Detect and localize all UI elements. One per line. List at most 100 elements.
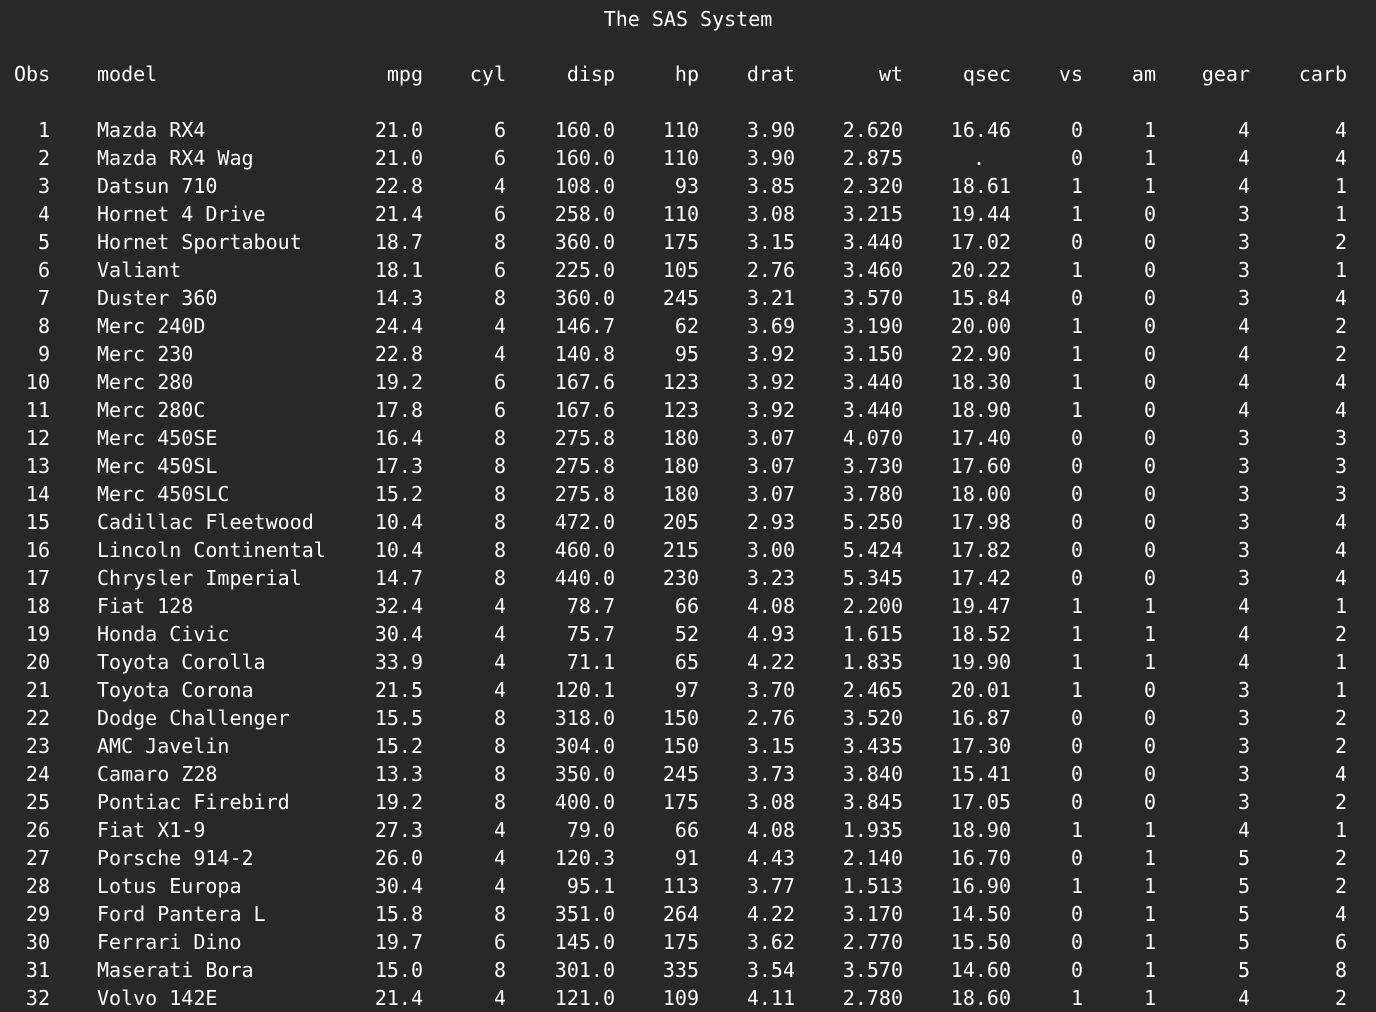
cell-drat: 3.00	[746, 538, 795, 562]
cell-qsec: 19.90	[950, 650, 1011, 674]
cell-drat: 3.23	[746, 566, 795, 590]
cell-qsec: 15.50	[950, 930, 1011, 954]
cell-vs: 0	[1070, 846, 1083, 870]
cell-hp: 175	[662, 790, 699, 814]
cell-cyl: 8	[493, 454, 506, 478]
cell-model: Merc 280	[97, 370, 194, 394]
cell-obs: 5	[37, 230, 50, 254]
cell-cyl: 8	[493, 790, 506, 814]
cell-hp: 95	[674, 342, 699, 366]
cell-qsec: 20.00	[950, 314, 1011, 338]
cell-disp: 472.0	[554, 510, 615, 534]
cell-mpg: 17.3	[374, 454, 423, 478]
cell-wt: 3.840	[842, 762, 903, 786]
cell-mpg: 19.2	[374, 790, 423, 814]
cell-model: Ferrari Dino	[97, 930, 242, 954]
cell-gear: 4	[1237, 370, 1250, 394]
cell-vs: 1	[1070, 678, 1083, 702]
cell-cyl: 4	[493, 650, 506, 674]
cell-obs: 8	[37, 314, 50, 338]
table-row: 26 Fiat X1-9 27.3 4 79.0 66 4.08 1.935 18.90 1 1 4 1	[0, 816, 1376, 844]
column-header-qsec: qsec	[962, 62, 1011, 86]
cell-am: 1	[1143, 986, 1156, 1010]
cell-disp: 145.0	[554, 930, 615, 954]
column-header-disp: disp	[566, 62, 615, 86]
cell-gear: 4	[1237, 650, 1250, 674]
cell-obs: 23	[25, 734, 50, 758]
cell-am: 1	[1143, 958, 1156, 982]
cell-qsec: 16.70	[950, 846, 1011, 870]
cell-cyl: 8	[493, 902, 506, 926]
cell-hp: 110	[662, 146, 699, 170]
cell-carb: 4	[1334, 566, 1347, 590]
cell-drat: 3.15	[746, 734, 795, 758]
cell-vs: 1	[1070, 594, 1083, 618]
table-row: 8 Merc 240D 24.4 4 146.7 62 3.69 3.190 20.00 1 0 4 2	[0, 312, 1376, 340]
cell-disp: 275.8	[554, 426, 615, 450]
cell-wt: 3.570	[842, 958, 903, 982]
cell-disp: 167.6	[554, 398, 615, 422]
cell-carb: 4	[1334, 286, 1347, 310]
cell-am: 0	[1143, 398, 1156, 422]
cell-carb: 3	[1334, 482, 1347, 506]
cell-qsec: 18.61	[950, 174, 1011, 198]
cell-drat: 2.76	[746, 258, 795, 282]
cell-gear: 5	[1237, 846, 1250, 870]
cell-drat: 3.15	[746, 230, 795, 254]
cell-qsec: 22.90	[950, 342, 1011, 366]
cell-cyl: 6	[493, 370, 506, 394]
cell-am: 0	[1143, 510, 1156, 534]
cell-obs: 24	[25, 762, 50, 786]
cell-hp: 245	[662, 286, 699, 310]
cell-am: 0	[1143, 482, 1156, 506]
cell-drat: 3.70	[746, 678, 795, 702]
cell-hp: 113	[662, 874, 699, 898]
cell-cyl: 8	[493, 426, 506, 450]
cell-gear: 5	[1237, 874, 1250, 898]
cell-mpg: 17.8	[374, 398, 423, 422]
cell-vs: 0	[1070, 426, 1083, 450]
table-row: 29 Ford Pantera L 15.8 8 351.0 264 4.22 3.170 14…	[0, 900, 1376, 928]
cell-cyl: 4	[493, 818, 506, 842]
cell-gear: 3	[1237, 706, 1250, 730]
cell-hp: 123	[662, 398, 699, 422]
cell-vs: 0	[1070, 790, 1083, 814]
cell-carb: 2	[1334, 790, 1347, 814]
table-row: 24 Camaro Z28 13.3 8 350.0 245 3.73 3.840 15.41 0…	[0, 760, 1376, 788]
cell-disp: 318.0	[554, 706, 615, 730]
cell-gear: 4	[1237, 398, 1250, 422]
cell-hp: 123	[662, 370, 699, 394]
cell-obs: 2	[37, 146, 50, 170]
cell-qsec: .	[972, 146, 985, 170]
cell-drat: 3.08	[746, 202, 795, 226]
cell-hp: 105	[662, 258, 699, 282]
table-row: 9 Merc 230 22.8 4 140.8 95 3.92 3.150 22.90 1 0 4 2	[0, 340, 1376, 368]
cell-carb: 2	[1334, 846, 1347, 870]
table-row: 10 Merc 280 19.2 6 167.6 123 3.92 3.440 18.30 1 0 4…	[0, 368, 1376, 396]
cell-vs: 0	[1070, 566, 1083, 590]
cell-drat: 2.93	[746, 510, 795, 534]
cell-am: 0	[1143, 258, 1156, 282]
cell-cyl: 4	[493, 986, 506, 1010]
cell-am: 0	[1143, 454, 1156, 478]
cell-mpg: 21.5	[374, 678, 423, 702]
cell-qsec: 17.02	[950, 230, 1011, 254]
cell-carb: 2	[1334, 734, 1347, 758]
cell-qsec: 18.30	[950, 370, 1011, 394]
table-row: 7 Duster 360 14.3 8 360.0 245 3.21 3.570 15.84 0 0…	[0, 284, 1376, 312]
cell-vs: 1	[1070, 314, 1083, 338]
table-row: 1 Mazda RX4 21.0 6 160.0 110 3.90 2.620 16.46 0 1 4…	[0, 116, 1376, 144]
cell-cyl: 4	[493, 314, 506, 338]
cell-carb: 3	[1334, 454, 1347, 478]
cell-wt: 2.620	[842, 118, 903, 142]
cell-carb: 3	[1334, 426, 1347, 450]
cell-wt: 3.845	[842, 790, 903, 814]
cell-hp: 93	[674, 174, 699, 198]
cell-gear: 4	[1237, 622, 1250, 646]
cell-wt: 5.424	[842, 538, 903, 562]
cell-cyl: 4	[493, 342, 506, 366]
cell-disp: 400.0	[554, 790, 615, 814]
cell-obs: 22	[25, 706, 50, 730]
cell-drat: 3.85	[746, 174, 795, 198]
table-row: 28 Lotus Europa 30.4 4 95.1 113 3.77 1.513 16.90…	[0, 872, 1376, 900]
